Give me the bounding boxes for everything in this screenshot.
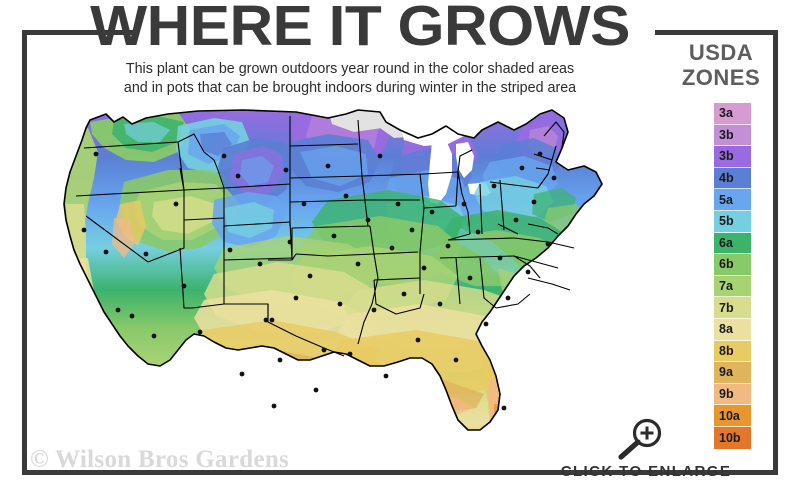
frame-top-left-border	[22, 30, 137, 35]
page-title: WHERE IT GROWS	[90, 0, 630, 58]
legend-swatch-5a-4: 5a	[714, 189, 751, 211]
frame-left-border	[22, 30, 27, 475]
legend-swatch-7b-9: 7b	[714, 297, 751, 319]
legend-swatch-label: 3b	[719, 149, 734, 164]
click-to-enlarge-label[interactable]: CLICK TO ENLARGE	[560, 463, 732, 480]
legend-swatch-6a-6: 6a	[714, 232, 751, 255]
legend-swatch-label: 9b	[719, 387, 734, 402]
legend-swatch-label: 10b	[719, 430, 741, 445]
legend-swatch-10a-14: 10a	[714, 405, 751, 427]
legend-swatch-label: 7a	[719, 279, 733, 294]
watermark: © Wilson Bros Gardens	[30, 446, 290, 473]
frame-top-right-border	[655, 30, 778, 35]
state-boundaries	[63, 109, 603, 431]
usda-zones-legend: 3a 3b 3b 4b 5a 5b 6a 6b 7a 7b 8a 8b 9a 9b 10a 10b	[714, 103, 751, 449]
legend-swatch-label: 9a	[719, 365, 733, 380]
legend-swatch-label: 7b	[719, 300, 734, 315]
legend-swatch-label: 10a	[719, 408, 740, 423]
legend-swatch-10b-15: 10b	[714, 426, 751, 449]
frame-bottom-border	[22, 470, 778, 475]
map-svg[interactable]	[28, 108, 658, 458]
legend-swatch-label: 6b	[719, 257, 734, 272]
legend-heading-line-1: USDA	[688, 40, 754, 65]
legend-swatch-label: 5a	[719, 192, 733, 207]
legend-swatch-3a-0: 3a	[714, 103, 751, 125]
legend-swatch-9a-12: 9a	[714, 362, 751, 384]
legend-swatch-9b-13: 9b	[714, 383, 751, 406]
subtitle-line-1: This plant can be grown outdoors year ro…	[125, 61, 575, 77]
frame-right-border	[773, 30, 778, 475]
city-dots	[81, 151, 557, 411]
legend-swatch-label: 3b	[719, 127, 734, 142]
legend-swatch-label: 8a	[719, 322, 733, 337]
legend-swatch-label: 6a	[719, 235, 733, 250]
legend-swatch-label: 8b	[719, 343, 734, 358]
legend-swatch-3b-1: 3b	[714, 124, 751, 147]
legend-swatch-8b-11: 8b	[714, 340, 751, 363]
subtitle-line-2: and in pots that can be brought indoors …	[123, 80, 577, 96]
magnifier-plus-icon[interactable]	[614, 418, 666, 460]
legend-swatch-5b-5: 5b	[714, 210, 751, 233]
legend-swatch-label: 3a	[719, 106, 733, 121]
legend-swatch-label: 4b	[719, 171, 734, 186]
legend-swatch-4b-3: 4b	[714, 167, 751, 190]
legend-swatch-6b-7: 6b	[714, 254, 751, 276]
legend-heading: USDA ZONES	[662, 40, 780, 90]
legend-swatch-3b-2: 3b	[714, 146, 751, 168]
map-zone-fills	[64, 110, 602, 430]
legend-swatch-7a-8: 7a	[714, 275, 751, 298]
legend-swatch-label: 5b	[719, 214, 734, 229]
legend-swatch-8a-10: 8a	[714, 318, 751, 341]
legend-heading-line-2: ZONES	[681, 65, 761, 90]
usda-hardiness-zone-map[interactable]	[28, 108, 658, 458]
subtitle: This plant can be grown outdoors year ro…	[50, 60, 650, 98]
